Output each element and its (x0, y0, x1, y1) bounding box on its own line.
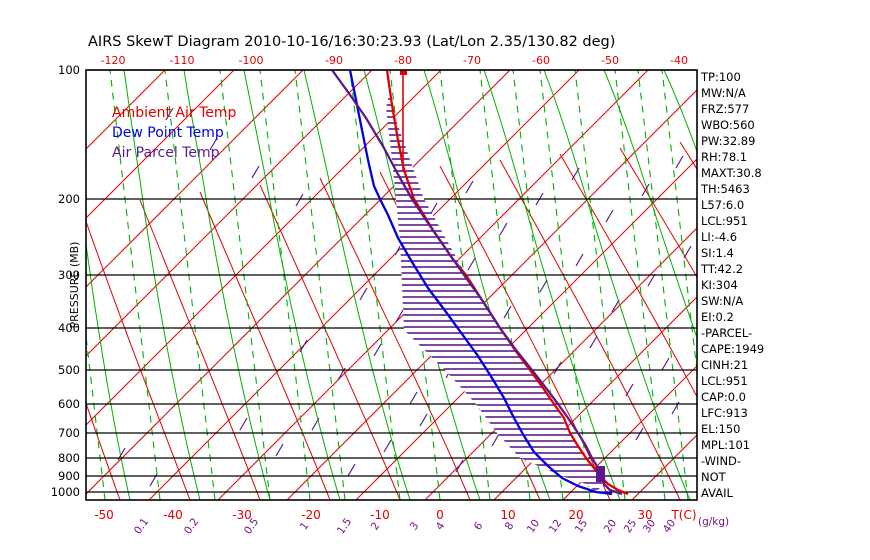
mixing-tick: 0.1 (132, 516, 151, 537)
temp-axis-label: T(C) (670, 508, 696, 522)
mixing-tick: 0.2 (182, 516, 201, 537)
top-tick: -60 (532, 54, 550, 67)
pressure-tick: 300 (58, 268, 80, 282)
pressure-tick: 600 (58, 397, 80, 411)
legend-dewpoint: Dew Point Temp (112, 125, 224, 141)
plot-interior (86, 70, 697, 500)
pressure-tick: 200 (58, 192, 80, 206)
top-tick: -90 (325, 54, 343, 67)
index-row: CAPE:1949 (701, 342, 764, 356)
dewpoint-curve (348, 70, 613, 496)
top-tick: -70 (463, 54, 481, 67)
pressure-tick: 400 (58, 321, 80, 335)
legend-ambient: Ambient Air Temp (112, 105, 237, 121)
index-row: EI:0.2 (701, 310, 734, 324)
page-title: AIRS SkewT Diagram 2010-10-16/16:30:23.9… (88, 34, 615, 50)
temp-tick: 0 (436, 508, 444, 522)
moist-adiabat-lines (86, 70, 697, 500)
index-row: MAXT:30.8 (701, 166, 762, 180)
pressure-tick: 500 (58, 363, 80, 377)
index-row: -WIND- (701, 454, 741, 468)
mixing-tick: 12 (547, 517, 565, 535)
index-row: WBO:560 (701, 118, 755, 132)
index-row: AVAIL (701, 486, 734, 500)
top-tick: -110 (170, 54, 195, 67)
bottom-temp-axis: -50 -40 -30 -20 -10 0 10 20 30 T(C) (94, 508, 696, 522)
top-tick: -100 (239, 54, 264, 67)
top-tick: -80 (394, 54, 412, 67)
index-row: TH:5463 (700, 182, 750, 196)
top-tick: -40 (670, 54, 688, 67)
temp-tick: 30 (637, 508, 652, 522)
top-tick: -50 (601, 54, 619, 67)
index-row: LCL:951 (701, 374, 748, 388)
index-row: SI:1.4 (701, 246, 734, 260)
legend: Ambient Air Temp Dew Point Temp Air Parc… (112, 105, 237, 161)
plot-frame (85, 69, 698, 501)
pressure-tick: 900 (58, 469, 80, 483)
index-row: EL:150 (701, 422, 741, 436)
sounding-indices-panel: TP:100 MW:N/A FRZ:577 WBO:560 PW:32.89 R… (700, 70, 764, 500)
index-row: RH:78.1 (701, 150, 747, 164)
index-row: LFC:913 (701, 406, 748, 420)
top-tick: -120 (101, 54, 126, 67)
legend-parcel: Air Parcel Temp (112, 145, 220, 161)
temp-tick: -50 (94, 508, 114, 522)
temp-tick: 10 (500, 508, 515, 522)
mixing-tick: 6 (472, 520, 486, 533)
pressure-axis: 100 200 300 400 500 600 700 800 900 1000… (51, 63, 81, 499)
index-row: SW:N/A (701, 294, 743, 308)
index-row: L57:6.0 (701, 198, 744, 212)
index-row: KI:304 (701, 278, 738, 292)
mixing-axis-label: (g/kg) (698, 516, 729, 528)
mixing-tick: 20 (602, 517, 620, 535)
temp-tick: -10 (370, 508, 390, 522)
temp-tick: 20 (568, 508, 583, 522)
pressure-tick: 100 (58, 63, 80, 77)
temp-tick: -40 (163, 508, 183, 522)
index-row: NOT (701, 470, 727, 484)
temp-tick: -30 (232, 508, 252, 522)
index-row: CAP:0.0 (701, 390, 746, 404)
mixing-tick: 3 (408, 520, 422, 532)
index-row: PW:32.89 (701, 134, 755, 148)
index-row: LCL:951 (701, 214, 748, 228)
pressure-axis-label: PRESSURE (MB) (68, 242, 81, 329)
index-row: MPL:101 (701, 438, 750, 452)
mixing-ratio-axis: 0.1 0.2 0.5 1 1.5 2 3 4 6 8 10 12 15 20 … (132, 516, 729, 537)
index-row: -PARCEL- (701, 326, 752, 340)
tropopause-marker-dot (400, 70, 407, 75)
temp-tick: -20 (301, 508, 321, 522)
index-row: LI:-4.6 (701, 230, 737, 244)
pressure-tick: 700 (58, 426, 80, 440)
index-row: TP:100 (700, 70, 741, 84)
lcl-marker (596, 466, 605, 482)
index-row: TT:42.2 (700, 262, 743, 276)
mixing-tick: 10 (525, 517, 543, 535)
top-temp-axis: -120 -110 -100 -90 -80 -70 -60 -50 -40 (101, 54, 688, 67)
index-row: FRZ:577 (701, 102, 749, 116)
index-row: CINH:21 (701, 358, 748, 372)
pressure-tick: 800 (58, 451, 80, 465)
pressure-tick: 1000 (51, 485, 80, 499)
mixing-tick: 1.5 (335, 516, 354, 537)
index-row: MW:N/A (701, 86, 746, 100)
